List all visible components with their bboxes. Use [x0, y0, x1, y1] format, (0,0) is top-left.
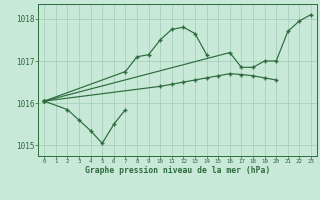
- X-axis label: Graphe pression niveau de la mer (hPa): Graphe pression niveau de la mer (hPa): [85, 166, 270, 175]
